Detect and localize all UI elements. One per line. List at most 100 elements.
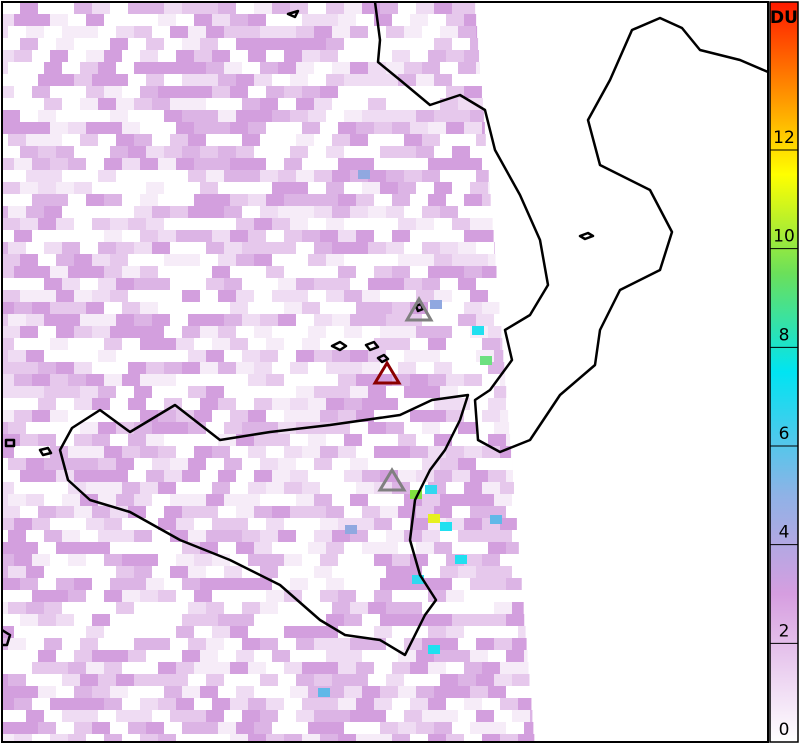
- pixel: [302, 50, 320, 62]
- pixel: [152, 314, 170, 326]
- pixel: [254, 362, 272, 374]
- pixel: [50, 662, 68, 674]
- pixel: [32, 662, 50, 674]
- pixel: [428, 410, 446, 422]
- pixel: [338, 590, 356, 602]
- pixel: [236, 686, 254, 698]
- pixel: [314, 566, 332, 578]
- pixel: [188, 638, 206, 650]
- pixel: [488, 578, 506, 590]
- pixel: [320, 698, 338, 710]
- pixel: [56, 362, 74, 374]
- pixel: [386, 170, 404, 182]
- pixel: [392, 662, 410, 674]
- pixel: [260, 170, 278, 182]
- pixel: [470, 686, 488, 698]
- pixel: [44, 98, 62, 110]
- pixel: [62, 278, 80, 290]
- pixel: [320, 230, 338, 242]
- pixel: [404, 386, 422, 398]
- pixel: [260, 350, 278, 362]
- pixel: [356, 482, 374, 494]
- pixel: [152, 422, 170, 434]
- pixel: [110, 146, 128, 158]
- pixel: [188, 62, 206, 74]
- pixel: [392, 734, 410, 742]
- pixel: [392, 50, 410, 62]
- pixel: [248, 410, 266, 422]
- pixel: [458, 566, 476, 578]
- pixel: [344, 614, 362, 626]
- pixel: [422, 422, 440, 434]
- pixel: [290, 110, 308, 122]
- pixel: [320, 446, 338, 458]
- pixel: [32, 554, 50, 566]
- pixel: [80, 710, 98, 722]
- pixel: [170, 710, 188, 722]
- pixel: [326, 38, 344, 50]
- pixel: [272, 182, 290, 194]
- pixel: [20, 362, 38, 374]
- pixel: [386, 242, 404, 254]
- pixel: [446, 14, 464, 26]
- pixel: [152, 206, 170, 218]
- pixel: [230, 194, 248, 206]
- pixel: [404, 62, 422, 74]
- pixel: [446, 734, 464, 742]
- pixel: [62, 494, 80, 506]
- pixel: [344, 290, 362, 302]
- pixel: [332, 350, 350, 362]
- pixel: [386, 314, 404, 326]
- pixel: [134, 278, 152, 290]
- pixel: [452, 110, 470, 122]
- pixel: [470, 722, 488, 734]
- pixel: [164, 254, 182, 266]
- pixel: [296, 206, 314, 218]
- pixel: [38, 686, 56, 698]
- pixel: [368, 422, 386, 434]
- pixel: [212, 122, 230, 134]
- pixel: [212, 194, 230, 206]
- pixel: [296, 98, 314, 110]
- pixel: [422, 710, 440, 722]
- pixel: [188, 206, 206, 218]
- pixel: [446, 122, 464, 134]
- pixel: [206, 674, 224, 686]
- pixel: [14, 158, 32, 170]
- pixel: [158, 734, 176, 742]
- pixel: [506, 542, 519, 554]
- pixel: [2, 506, 20, 518]
- pixel: [236, 290, 254, 302]
- pixel: [128, 578, 146, 590]
- pixel: [500, 338, 503, 350]
- pixel: [38, 434, 56, 446]
- pixel: [428, 266, 446, 278]
- pixel: [332, 602, 350, 614]
- pixel: [500, 662, 518, 674]
- pixel: [464, 446, 482, 458]
- pixel: [194, 230, 212, 242]
- pixel: [170, 674, 188, 686]
- pixel: [92, 686, 110, 698]
- pixel: [20, 542, 38, 554]
- pixel: [20, 614, 38, 626]
- pixel: [20, 434, 38, 446]
- pixel: [152, 242, 170, 254]
- pixel: [74, 182, 92, 194]
- pixel: [428, 158, 446, 170]
- pixel: [422, 62, 440, 74]
- pixel: [488, 470, 506, 482]
- pixel: [14, 410, 32, 422]
- pixel: [404, 350, 422, 362]
- pixel: [38, 650, 56, 662]
- pixel: [422, 206, 440, 218]
- pixel: [482, 482, 500, 494]
- pixel: [74, 650, 92, 662]
- pixel: [62, 530, 80, 542]
- pixel: [218, 578, 236, 590]
- pixel: [290, 38, 308, 50]
- pixel: [446, 374, 464, 386]
- pixel: [206, 314, 224, 326]
- pixel: [464, 230, 482, 242]
- pixel: [158, 158, 176, 170]
